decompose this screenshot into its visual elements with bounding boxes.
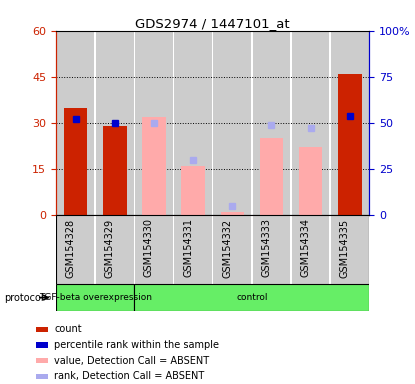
Text: GSM154329: GSM154329 <box>105 218 115 278</box>
Text: value, Detection Call = ABSENT: value, Detection Call = ABSENT <box>54 356 210 366</box>
Bar <box>330 31 369 215</box>
Bar <box>338 74 361 215</box>
Text: GSM154333: GSM154333 <box>261 218 271 278</box>
Bar <box>330 215 369 284</box>
Title: GDS2974 / 1447101_at: GDS2974 / 1447101_at <box>135 17 290 30</box>
Bar <box>36 374 48 379</box>
Bar <box>134 284 369 311</box>
Bar <box>252 31 291 215</box>
Bar <box>251 31 253 215</box>
Bar <box>103 126 127 215</box>
Bar <box>94 31 96 215</box>
Bar <box>173 215 213 284</box>
Bar <box>290 215 292 284</box>
Text: GSM154332: GSM154332 <box>222 218 232 278</box>
Bar <box>36 342 48 348</box>
Bar <box>134 215 135 284</box>
Bar <box>212 31 213 215</box>
Bar <box>64 108 88 215</box>
Bar <box>181 166 205 215</box>
Text: GSM154330: GSM154330 <box>144 218 154 278</box>
Bar <box>95 31 134 215</box>
Bar <box>220 212 244 215</box>
Text: GSM154328: GSM154328 <box>66 218 76 278</box>
Bar <box>95 215 134 284</box>
Bar <box>173 215 174 284</box>
Bar <box>173 31 213 215</box>
Text: control: control <box>236 293 268 302</box>
Bar <box>94 215 96 284</box>
Bar <box>330 31 331 215</box>
Text: GSM154335: GSM154335 <box>340 218 350 278</box>
Bar <box>251 215 253 284</box>
Text: rank, Detection Call = ABSENT: rank, Detection Call = ABSENT <box>54 371 205 381</box>
Text: count: count <box>54 324 82 334</box>
Text: GSM154331: GSM154331 <box>183 218 193 278</box>
Bar <box>36 327 48 332</box>
Bar <box>56 284 134 311</box>
Bar <box>213 31 252 215</box>
Text: protocol: protocol <box>4 293 44 303</box>
Bar <box>252 215 291 284</box>
Text: GSM154334: GSM154334 <box>300 218 310 278</box>
Bar <box>36 358 48 363</box>
Bar <box>142 117 166 215</box>
Bar <box>134 31 173 215</box>
Bar <box>260 138 283 215</box>
Bar <box>173 31 174 215</box>
Bar <box>291 31 330 215</box>
Bar <box>213 215 252 284</box>
Bar <box>134 31 135 215</box>
Bar <box>56 31 95 215</box>
Bar <box>291 215 330 284</box>
Bar <box>299 147 322 215</box>
Text: TGF-beta overexpression: TGF-beta overexpression <box>39 293 152 302</box>
Text: percentile rank within the sample: percentile rank within the sample <box>54 340 220 350</box>
Bar <box>56 215 95 284</box>
Bar <box>134 215 173 284</box>
Bar <box>330 215 331 284</box>
Bar <box>290 31 292 215</box>
Bar <box>212 215 213 284</box>
